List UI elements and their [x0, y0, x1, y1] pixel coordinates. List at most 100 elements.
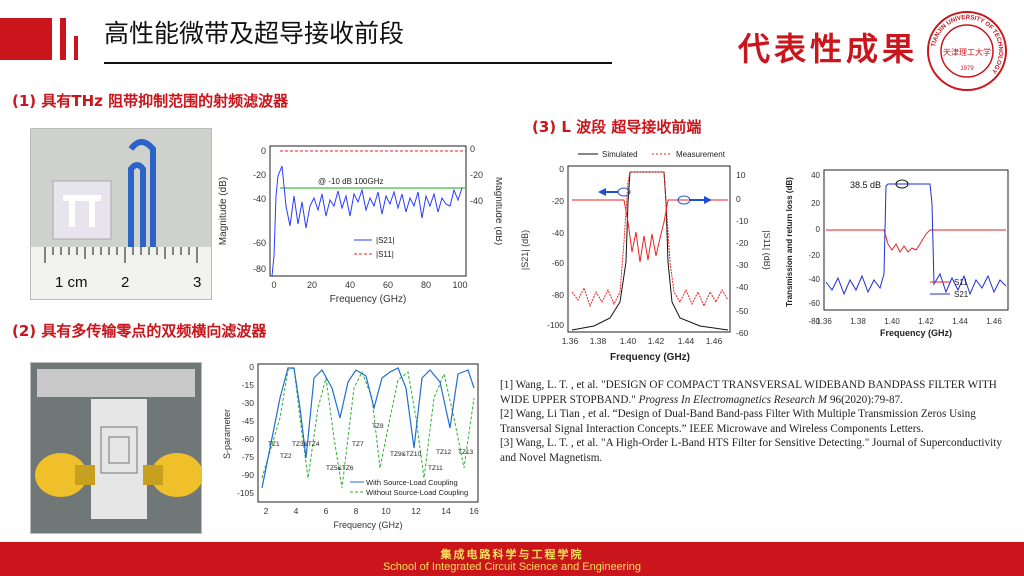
svg-text:1.46: 1.46	[986, 317, 1002, 326]
svg-text:TZ8: TZ8	[372, 423, 384, 430]
reference-2: [2] Wang, Li Tian , et al. “Design of Du…	[500, 408, 976, 435]
svg-text:S11: S11	[954, 278, 968, 287]
svg-text:Simulated: Simulated	[602, 150, 638, 159]
title-underline	[104, 62, 612, 64]
svg-text:|S11|: |S11|	[376, 250, 394, 259]
svg-text:天津理工大学: 天津理工大学	[943, 47, 991, 57]
dual-band-filter-photo	[30, 362, 202, 534]
svg-text:1 cm: 1 cm	[55, 274, 88, 291]
svg-text:0: 0	[470, 144, 475, 154]
svg-text:60: 60	[383, 280, 393, 290]
svg-text:-40: -40	[470, 196, 483, 206]
svg-text:|S21| (dB): |S21| (dB)	[520, 230, 530, 270]
svg-text:-30: -30	[242, 398, 255, 408]
svg-text:6: 6	[324, 506, 329, 516]
svg-text:-20: -20	[736, 238, 749, 248]
footer-school-cn: 集成电路科学与工程学院	[440, 548, 584, 561]
svg-text:-20: -20	[253, 170, 266, 180]
svg-text:TZ1: TZ1	[268, 441, 280, 448]
page-title: 高性能微带及超导接收前段	[104, 19, 405, 48]
svg-text:-60: -60	[242, 434, 255, 444]
university-logo: TIANJIN UNIVERSITY OF TECHNOLOGY 天津理工大学 …	[927, 11, 1007, 91]
svg-text:With Source-Load Coupling: With Source-Load Coupling	[366, 478, 458, 487]
section-heading-l-band-frontend: (3) L 波段 超导接收前端	[532, 118, 702, 136]
svg-text:-60: -60	[552, 258, 565, 268]
svg-text:-80: -80	[552, 290, 565, 300]
svg-text:1.40: 1.40	[884, 317, 900, 326]
svg-text:Magnitude (dB): Magnitude (dB)	[218, 177, 229, 245]
svg-text:0: 0	[249, 362, 254, 372]
svg-text:1.38: 1.38	[850, 317, 866, 326]
svg-text:-100: -100	[547, 320, 564, 330]
svg-text:20: 20	[811, 199, 820, 208]
svg-text:-80: -80	[808, 317, 820, 326]
svg-text:S-parameter: S-parameter	[222, 409, 232, 459]
svg-text:-40: -40	[808, 275, 820, 284]
svg-text:2: 2	[121, 274, 129, 291]
svg-text:0: 0	[816, 225, 821, 234]
svg-text:2: 2	[264, 506, 269, 516]
dual-band-filter-chart: S-parameter 0 -15 -30 -45 -60 -75 -90 -1…	[222, 358, 484, 534]
svg-text:1979: 1979	[960, 66, 974, 72]
svg-text:4: 4	[294, 506, 299, 516]
filter-chip-photo: 1 cm 2 3	[30, 128, 212, 300]
svg-text:1.36: 1.36	[816, 317, 832, 326]
svg-text:-15: -15	[242, 380, 255, 390]
svg-text:TZ9&TZ10: TZ9&TZ10	[390, 451, 421, 458]
svg-text:1.42: 1.42	[648, 336, 665, 346]
svg-text:10: 10	[381, 506, 391, 516]
reference-1: [1] Wang, L. T. , et al. "DESIGN OF COMP…	[500, 379, 997, 406]
svg-text:-40: -40	[736, 282, 749, 292]
svg-text:1.46: 1.46	[706, 336, 723, 346]
svg-text:-105: -105	[237, 488, 254, 498]
svg-text:-40: -40	[552, 228, 565, 238]
deliverable-label: 代表性成果	[738, 30, 919, 68]
header-accent-block	[0, 18, 52, 60]
l-band-transmission-chart: Transmission and return loss (dB) 40 20 …	[780, 164, 1012, 348]
svg-text:Magnitude (dB): Magnitude (dB)	[493, 177, 502, 245]
svg-text:Frequency (GHz): Frequency (GHz)	[330, 294, 407, 305]
svg-text:0: 0	[736, 194, 741, 204]
footer-bar	[0, 542, 1024, 576]
svg-text:10: 10	[736, 170, 746, 180]
svg-text:-20: -20	[808, 251, 820, 260]
svg-text:|S21|: |S21|	[376, 236, 394, 245]
svg-text:Transmission and return loss (: Transmission and return loss (dB)	[785, 177, 794, 307]
svg-text:3: 3	[193, 274, 201, 291]
header-accent-bar-small	[74, 36, 78, 60]
svg-text:20: 20	[307, 280, 317, 290]
svg-text:-75: -75	[242, 452, 255, 462]
svg-text:8: 8	[354, 506, 359, 516]
svg-text:12: 12	[411, 506, 421, 516]
svg-text:TZ2: TZ2	[280, 453, 292, 460]
header-accent-bar	[60, 18, 66, 60]
svg-text:TZ13: TZ13	[458, 449, 474, 456]
svg-text:80: 80	[421, 280, 431, 290]
svg-text:TZ7: TZ7	[352, 441, 364, 448]
svg-text:Measurement: Measurement	[676, 150, 726, 159]
section-heading-thz-filter: (1) 具有THz 阻带抑制范围的射频滤波器	[12, 92, 289, 110]
svg-text:-80: -80	[253, 264, 266, 274]
svg-text:TZ3&TZ4: TZ3&TZ4	[292, 441, 320, 448]
svg-text:-30: -30	[736, 260, 749, 270]
svg-text:14: 14	[441, 506, 451, 516]
svg-text:-90: -90	[242, 470, 255, 480]
svg-text:TZ11: TZ11	[428, 465, 443, 472]
svg-text:1.36: 1.36	[562, 336, 579, 346]
svg-text:40: 40	[811, 171, 820, 180]
svg-text:|S11| (dB): |S11| (dB)	[762, 230, 770, 270]
svg-text:38.5 dB: 38.5 dB	[850, 180, 881, 190]
section-heading-dual-band-filter: (2) 具有多传输零点的双频横向滤波器	[12, 322, 267, 340]
svg-text:-50: -50	[736, 306, 749, 316]
svg-text:TZ5&TZ6: TZ5&TZ6	[326, 465, 354, 472]
svg-text:1.44: 1.44	[952, 317, 968, 326]
svg-text:0: 0	[271, 280, 276, 290]
svg-text:1.40: 1.40	[620, 336, 637, 346]
svg-text:-60: -60	[736, 328, 749, 338]
svg-text:-40: -40	[253, 194, 266, 204]
svg-text:-60: -60	[253, 238, 266, 248]
svg-text:-20: -20	[552, 196, 565, 206]
svg-text:Frequency (GHz): Frequency (GHz)	[880, 328, 952, 338]
svg-text:0: 0	[261, 146, 266, 156]
svg-text:-45: -45	[242, 416, 255, 426]
